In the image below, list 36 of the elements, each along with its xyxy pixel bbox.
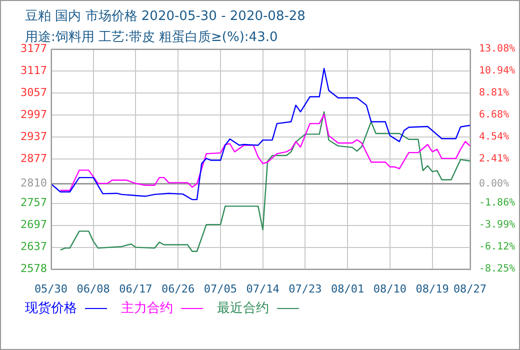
- x-tick-label: 08/10: [373, 282, 407, 296]
- x-tick-label: 05/30: [34, 282, 68, 296]
- legend-label: 主力合约: [121, 301, 173, 316]
- x-tick-label: 06/08: [76, 282, 110, 296]
- y-tick-label: 2810: [20, 176, 47, 190]
- y-tick-label: 2697: [20, 218, 47, 232]
- x-tick-label: 07/05: [204, 282, 238, 296]
- x-tick-label: 07/23: [288, 282, 322, 296]
- legend-label: 现货价格: [25, 301, 77, 316]
- x-tick-label: 08/19: [416, 282, 449, 296]
- y-tick-label: 2997: [20, 108, 47, 121]
- y2-tick-label: 2.41%: [479, 154, 510, 165]
- chart-title: 豆粕 国内 市场价格 2020-05-30 - 2020-08-28: [25, 8, 306, 25]
- y-tick-label: 3117: [20, 64, 47, 77]
- y2-tick-label: 8.81%: [479, 88, 510, 99]
- x-tick-label: 07/14: [246, 282, 280, 296]
- y2-tick-label: -8.25%: [479, 264, 516, 275]
- y-tick-label: 3057: [20, 86, 47, 99]
- y2-tick-label: 6.68%: [479, 110, 510, 121]
- y2-tick-label: 4.54%: [479, 132, 510, 143]
- y2-tick-label: -3.99%: [479, 220, 516, 231]
- x-tick-label: 08/27: [453, 282, 487, 296]
- y2-tick-label: 13.08%: [479, 44, 516, 55]
- y-tick-label: 2937: [20, 130, 47, 144]
- x-tick-label: 06/17: [119, 282, 152, 296]
- y2-tick-label: 0.00%: [479, 178, 510, 190]
- y-tick-label: 2877: [20, 152, 47, 166]
- y2-tick-label: -6.12%: [479, 242, 516, 253]
- legend-label: 最近合约: [217, 301, 269, 316]
- y-tick-label: 2757: [20, 196, 47, 210]
- x-tick-label: 06/26: [162, 282, 195, 296]
- y2-tick-label: 10.94%: [479, 66, 516, 77]
- y2-tick-label: -1.86%: [479, 198, 516, 209]
- y-tick-label: 2578: [20, 262, 47, 275]
- x-tick-label: 08/01: [331, 282, 364, 296]
- y-tick-label: 2637: [20, 240, 47, 254]
